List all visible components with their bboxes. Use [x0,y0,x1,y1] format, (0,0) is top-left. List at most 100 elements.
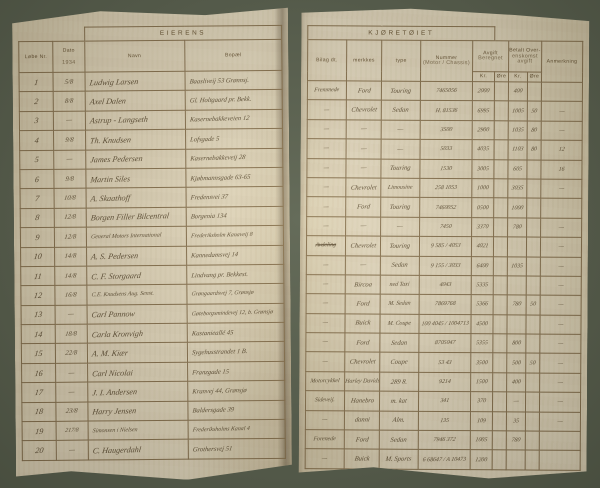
cell-bilag: Forenede [312,436,337,443]
cell-nummer: 7465056 [435,88,458,95]
cell-type: Sedan [392,106,410,114]
cell-anmerkning [539,460,579,461]
table-row: 16 — Carl Nicolai Franzgade 15 [22,361,285,383]
cell-navn: A. S. Pedersen [90,251,139,262]
table-row: 3 — Astrup - Langseth Kasernebakkeveien 12 [19,109,282,131]
cell-avgift-kr: 3500 [475,359,489,366]
table-row: 7 10/8 A. Skaathoff Fredensvei 37 [20,187,283,209]
table-row: — Chevrolet Coupe 53 43 3500 500 50 — [306,352,581,373]
table-row: — — Sedan 9 155 / 3033 6400 1035 — [306,255,581,276]
cell-merke: Ford [355,339,370,347]
cell-merke: Ford [356,87,371,95]
cell-type: Coupe [390,358,409,367]
cell-dato: — [68,446,76,454]
table-row: — Ford M. Sedan 7869768 5366 780 50 — [306,294,581,315]
cell-lobe-nr: 4 [34,135,40,145]
cell-avgift-kr: 2900 [476,127,490,134]
spacer-cell [53,27,85,41]
cell-merke: Chevrolet [348,358,376,366]
header-avgift-kr: Kr. [472,72,494,82]
cell-bilag: Fremmede [313,87,340,94]
right-table-body: Fremmede Ford Touring 7465056 2000 400 — Chevr… [305,81,582,470]
cell-type: Limousine [387,184,414,192]
header-bopael: Bopæl [184,39,282,71]
cell-dato: 12/8 [63,213,77,222]
cell-nummer: 3500 [439,126,453,134]
cell-lobe-nr: 6 [34,174,40,184]
cell-nummer: 9214 [438,378,451,386]
cell-lobe-nr: 17 [34,387,44,398]
cell-navn: James Pedersen [89,154,143,165]
cell-nummer: 7869768 [434,301,456,308]
cell-bilag: — [322,203,330,210]
cell-type: Sedan [390,436,408,444]
cell-avgift-kr: 5366 [475,301,489,308]
cell-anmerkning: — [556,399,563,406]
cell-dato: 10/8 [63,194,77,202]
cell-dato: 5/8 [64,78,74,86]
cell-avgift-kr: 0500 [476,204,490,211]
header-type: type [382,40,421,81]
cell-bilag: — [321,417,328,424]
cell-navn: Martin Siles [89,173,131,185]
cell-betalt-kr: 605 [512,166,523,173]
cell-navn: Ludwig Larsen [88,76,139,88]
header-betalt: Betalt Over- enskomst avgift [508,41,541,72]
cell-bilag: Motorcykkel [309,378,340,385]
cell-merke: Harley Davidson [344,378,380,385]
cell-nummer: 9 585 / 4053 [430,243,461,250]
cell-type: Alm. [392,416,406,425]
cell-dato: 16/8 [64,291,78,299]
cell-betalt-ore: 50 [529,301,537,309]
cell-bilag: — [322,223,329,230]
cell-betalt-kr: 35 [512,418,520,425]
cell-merke: Buick [353,455,370,463]
cell-lobe-nr: 9 [34,232,41,242]
table-row: — — — 7450 3370 780 — [307,216,582,237]
cell-nummer: 100 4045 / 1004713 [420,320,469,328]
table-row: 12 16/8 C.E. Knudsens Aug. Senst. Grøngaard… [21,284,284,306]
cell-bopael: Fredensvei 37 [189,193,229,202]
cell-merke: Ford [355,300,370,308]
table-row: 20 — C. Haugerdahl Grothersvej 51 [22,439,285,461]
cell-bilag: — [323,184,330,191]
table-row: 8 12/8 Borgen Filler Bilcentral Borgenia 13… [20,206,283,228]
cell-lobe-nr: 16 [34,368,44,378]
cell-navn: A. Skaathoff [89,193,131,204]
cell-bopael: Kasernebakkeveij 28 [189,154,246,163]
cell-anmerkning [542,92,582,93]
cell-dato: 9/8 [65,175,75,183]
cell-nummer: 258 1053 [434,184,458,192]
cell-avgift-kr: 4500 [475,321,489,328]
cell-anmerkning: — [556,379,564,386]
table-row: — — — 5033 4035 1103 80 12 [307,139,582,160]
table-row: 18 23/8 Harry Jensen Baldersgade 39 [22,400,285,422]
cell-lobe-nr: 11 [33,271,43,281]
cell-anmerkning: 16 [557,166,565,173]
cell-dato: — [68,388,76,396]
cell-betalt-ore: 80 [530,127,538,134]
cell-type: — [396,223,404,231]
cell-nummer: 5033 [439,146,453,153]
cell-merke: Bircoa [353,280,372,289]
table-row: 15 22/8 A. M. Kiær Sygehusstrandet 1 B. [21,342,284,364]
cell-bilag: — [321,455,328,462]
header-dato: Dato 1934 [53,41,85,72]
cell-nummer: 7460052 [434,204,457,211]
cell-bilag: Avdeling [314,242,337,249]
cell-bilag: — [322,300,329,307]
cell-type: m. kat [390,397,408,405]
cell-bopael: Sygehusstrandet 1 B. [191,348,248,357]
header-lobe-nr: Løbe Nr. [19,41,53,72]
cell-navn: Borgen Filler Bilcentral [89,211,170,223]
table-row: 4 9/8 Th. Knudsen Lofsgade 5 [20,129,283,151]
cell-avgift-kr: 1000 [476,185,490,192]
cell-dato: 23/8 [65,407,79,416]
cell-type: Sedan [390,339,408,347]
cell-navn: C. Haugerdahl [91,445,142,456]
cell-merke: — [360,125,368,134]
table-row: — Ford Touring 7460052 0500 1000 [307,197,582,218]
cell-avgift-kr: 6400 [476,262,489,270]
